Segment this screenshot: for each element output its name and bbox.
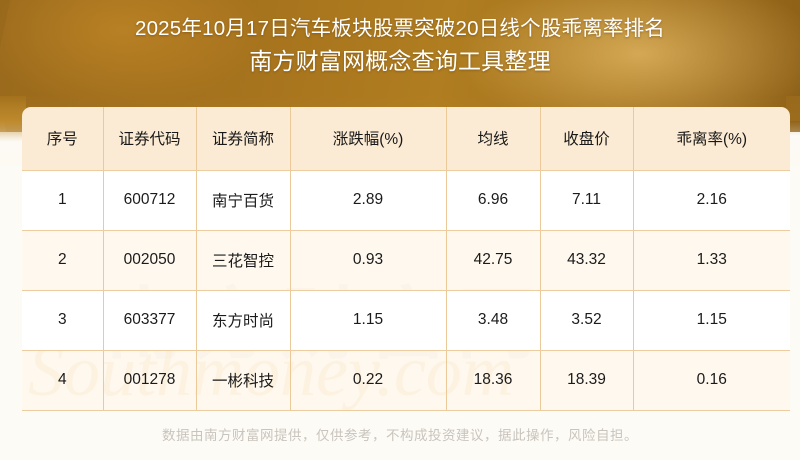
cell-name: 三花智控 bbox=[196, 230, 291, 291]
cell-ma: 6.96 bbox=[446, 170, 541, 231]
stock-table-body: 1 600712 南宁百货 2.89 6.96 7.11 2.16 2 0020… bbox=[22, 170, 790, 411]
col-header-index: 序号 bbox=[22, 107, 104, 171]
cell-index: 1 bbox=[22, 170, 104, 231]
cell-change: 2.89 bbox=[290, 170, 447, 231]
table-row[interactable]: 2 002050 三花智控 0.93 42.75 43.32 1.33 bbox=[22, 230, 790, 291]
stock-table-card: 序号 证券代码 证券简称 涨跌幅(%) 均线 收盘价 乖离率(%) 1 6007… bbox=[22, 107, 790, 411]
cell-code: 002050 bbox=[103, 230, 197, 291]
cell-name: 东方时尚 bbox=[196, 290, 291, 351]
cell-close: 43.32 bbox=[540, 230, 634, 291]
cell-change: 1.15 bbox=[290, 290, 447, 351]
cell-close: 7.11 bbox=[540, 170, 634, 231]
cell-index: 2 bbox=[22, 230, 104, 291]
cell-ma: 42.75 bbox=[446, 230, 541, 291]
cell-code: 603377 bbox=[103, 290, 197, 351]
cell-close: 3.52 bbox=[540, 290, 634, 351]
col-header-close: 收盘价 bbox=[540, 107, 634, 171]
stock-table-head: 序号 证券代码 证券简称 涨跌幅(%) 均线 收盘价 乖离率(%) bbox=[22, 107, 790, 171]
stock-table: 序号 证券代码 证券简称 涨跌幅(%) 均线 收盘价 乖离率(%) 1 6007… bbox=[22, 107, 790, 411]
col-header-name: 证券简称 bbox=[196, 107, 291, 171]
table-row[interactable]: 1 600712 南宁百货 2.89 6.96 7.11 2.16 bbox=[22, 170, 790, 231]
cell-name: 一彬科技 bbox=[196, 350, 291, 411]
cell-index: 4 bbox=[22, 350, 104, 411]
col-header-change: 涨跌幅(%) bbox=[290, 107, 447, 171]
cell-bias: 2.16 bbox=[633, 170, 790, 231]
cell-code: 001278 bbox=[103, 350, 197, 411]
cell-bias: 1.15 bbox=[633, 290, 790, 351]
table-header-row: 序号 证券代码 证券简称 涨跌幅(%) 均线 收盘价 乖离率(%) bbox=[22, 107, 790, 171]
page-title: 2025年10月17日汽车板块股票突破20日线个股乖离率排名 南方财富网概念查询… bbox=[0, 14, 800, 78]
table-row[interactable]: 4 001278 一彬科技 0.22 18.36 18.39 0.16 bbox=[22, 350, 790, 411]
col-header-ma: 均线 bbox=[446, 107, 541, 171]
cell-ma: 3.48 bbox=[446, 290, 541, 351]
col-header-code: 证券代码 bbox=[103, 107, 197, 171]
cell-index: 3 bbox=[22, 290, 104, 351]
cell-change: 0.22 bbox=[290, 350, 447, 411]
page-title-line2: 南方财富网概念查询工具整理 bbox=[249, 48, 551, 74]
cell-code: 600712 bbox=[103, 170, 197, 231]
cell-ma: 18.36 bbox=[446, 350, 541, 411]
cell-close: 18.39 bbox=[540, 350, 634, 411]
cell-bias: 1.33 bbox=[633, 230, 790, 291]
cell-bias: 0.16 bbox=[633, 350, 790, 411]
col-header-bias: 乖离率(%) bbox=[633, 107, 790, 171]
page-title-line1: 2025年10月17日汽车板块股票突破20日线个股乖离率排名 bbox=[134, 17, 665, 40]
cell-name: 南宁百货 bbox=[196, 170, 291, 231]
table-row[interactable]: 3 603377 东方时尚 1.15 3.48 3.52 1.15 bbox=[22, 290, 790, 351]
disclaimer-text: 数据由南方财富网提供，仅供参考，不构成投资建议，据此操作，风险自担。 bbox=[162, 428, 638, 443]
cell-change: 0.93 bbox=[290, 230, 447, 291]
